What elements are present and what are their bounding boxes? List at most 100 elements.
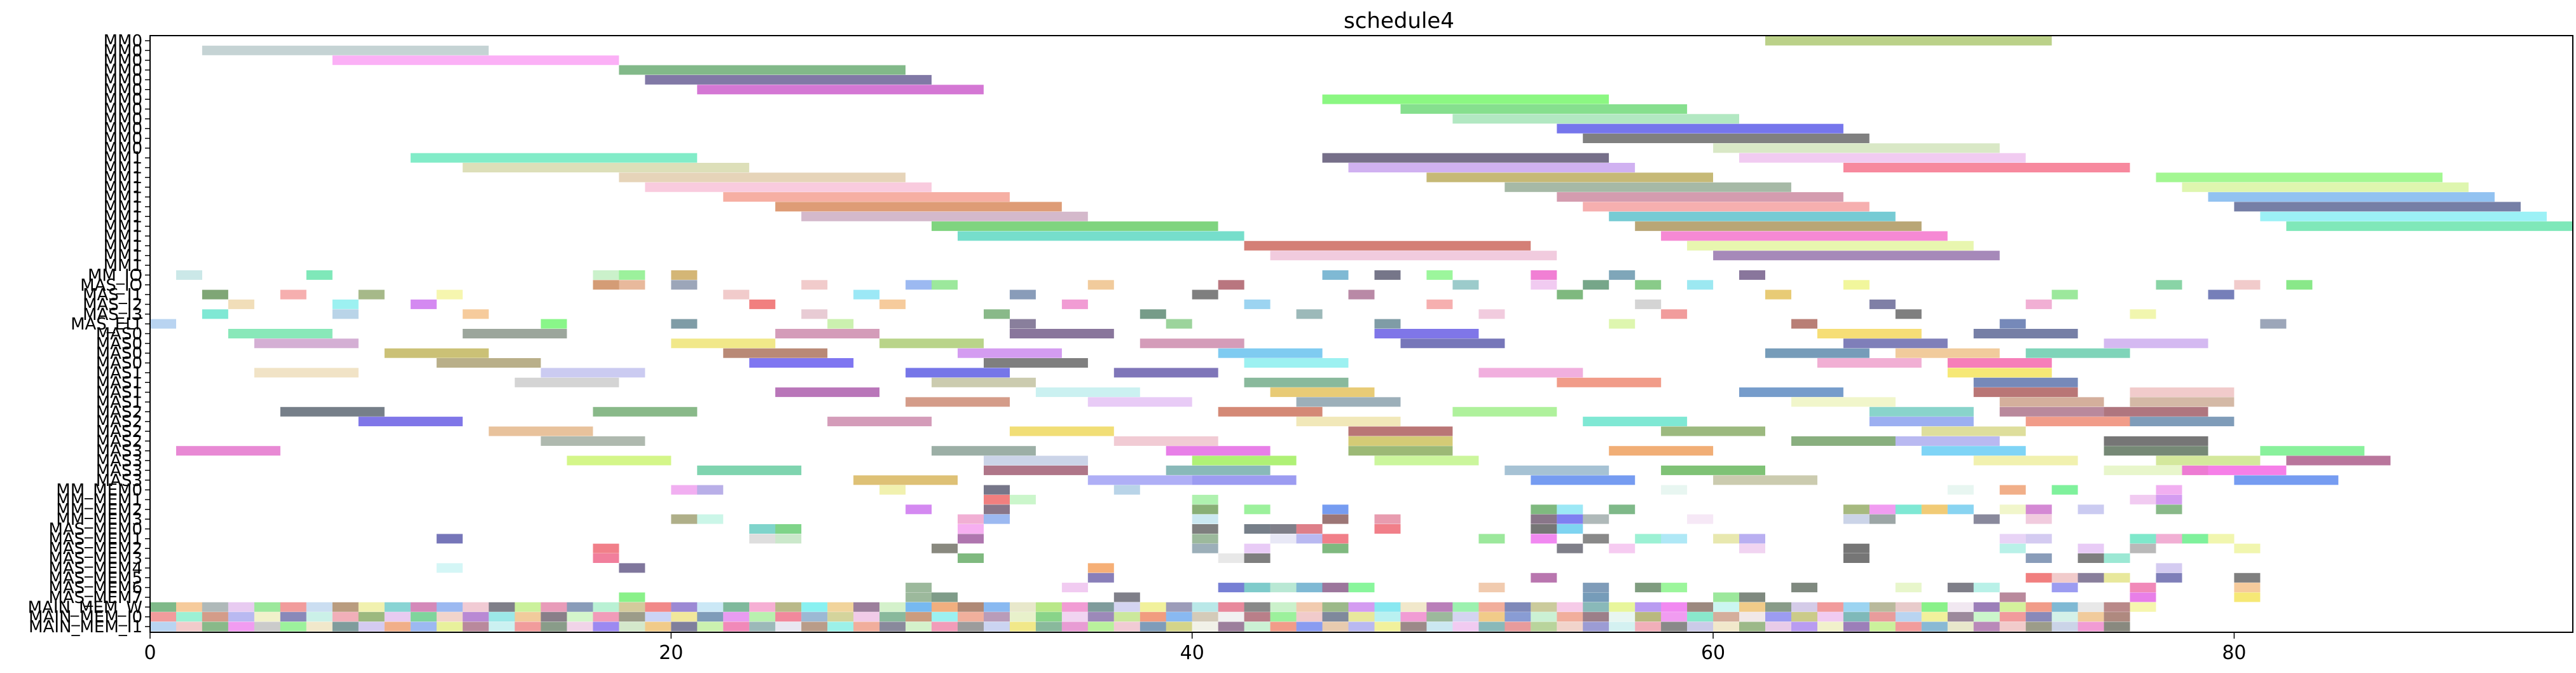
task-bar bbox=[1557, 123, 1843, 134]
task-bar bbox=[2051, 572, 2078, 583]
task-bar bbox=[593, 602, 619, 612]
task-bar bbox=[1661, 465, 1765, 475]
task-bar bbox=[541, 612, 567, 622]
task-bar bbox=[1635, 280, 1662, 290]
task-bar bbox=[1087, 572, 1114, 583]
task-bar bbox=[1661, 534, 1688, 544]
task-bar bbox=[619, 172, 906, 183]
task-bar bbox=[2077, 621, 2104, 632]
task-bar bbox=[1505, 465, 1609, 475]
task-bar bbox=[1035, 602, 1062, 612]
y-tick-label: MM1 bbox=[104, 227, 142, 246]
task-bar bbox=[906, 280, 932, 290]
task-bar bbox=[514, 377, 619, 387]
task-bar bbox=[1061, 583, 1088, 593]
task-bar bbox=[1009, 494, 1036, 504]
task-bar bbox=[671, 602, 698, 612]
task-bar bbox=[958, 534, 984, 544]
task-bar bbox=[2104, 406, 2208, 417]
task-bar bbox=[2025, 602, 2052, 612]
task-bar bbox=[1843, 612, 1870, 622]
task-bar bbox=[1947, 358, 2052, 368]
task-bar bbox=[1244, 621, 1271, 632]
task-bar bbox=[1192, 602, 1218, 612]
task-bar bbox=[1452, 612, 1479, 622]
task-bar bbox=[2130, 397, 2235, 407]
task-bar bbox=[2104, 621, 2130, 632]
task-bar bbox=[1140, 309, 1166, 319]
task-bar bbox=[150, 612, 176, 622]
task-bar bbox=[1400, 104, 1688, 114]
task-bar bbox=[2234, 583, 2261, 593]
task-bar bbox=[254, 368, 359, 378]
task-bar bbox=[1218, 553, 1244, 563]
task-bar bbox=[1218, 348, 1323, 358]
task-bar bbox=[2025, 299, 2052, 309]
y-tick-label: MAS_MEM0 bbox=[48, 520, 142, 539]
task-bar bbox=[1348, 583, 1375, 593]
task-bar bbox=[1374, 319, 1401, 329]
task-bar bbox=[1739, 621, 1765, 632]
task-bar bbox=[2182, 182, 2469, 192]
task-bar bbox=[1244, 602, 1271, 612]
x-tick-label: 20 bbox=[659, 642, 683, 664]
task-bar bbox=[541, 621, 567, 632]
task-bar bbox=[1817, 621, 1843, 632]
task-bar bbox=[2286, 221, 2573, 232]
task-bar bbox=[1661, 231, 1948, 241]
task-bar bbox=[1009, 621, 1036, 632]
task-bar bbox=[1921, 426, 2026, 436]
task-bar bbox=[1947, 621, 1974, 632]
task-bar bbox=[749, 621, 776, 632]
task-bar bbox=[1973, 583, 2000, 593]
task-bar bbox=[1348, 602, 1375, 612]
task-bar bbox=[1713, 592, 1740, 602]
task-bar bbox=[879, 602, 906, 612]
task-bar bbox=[2156, 494, 2182, 504]
task-bar bbox=[1452, 602, 1479, 612]
task-bar bbox=[2156, 504, 2182, 515]
task-bar bbox=[2051, 621, 2078, 632]
task-bar bbox=[2260, 211, 2547, 221]
task-bar bbox=[1113, 485, 1140, 495]
task-bar bbox=[2286, 455, 2391, 466]
task-bar bbox=[2025, 417, 2130, 427]
task-bar bbox=[671, 612, 698, 622]
task-bar bbox=[2051, 289, 2078, 300]
task-bar bbox=[1817, 358, 1922, 368]
y-tick-label: MAIN_MEM_W bbox=[28, 598, 142, 617]
task-bar bbox=[228, 299, 254, 309]
task-bar bbox=[2156, 563, 2182, 573]
task-bar bbox=[280, 612, 307, 622]
task-bar bbox=[254, 612, 280, 622]
y-tick-label: MM_IO bbox=[88, 266, 142, 285]
task-bar bbox=[1035, 621, 1062, 632]
task-bar bbox=[1087, 602, 1114, 612]
task-bar bbox=[2234, 475, 2339, 485]
y-tick-label: MM0 bbox=[104, 90, 142, 109]
task-bar bbox=[358, 602, 385, 612]
task-bar bbox=[645, 621, 672, 632]
task-bar bbox=[2156, 280, 2182, 290]
task-bar bbox=[619, 621, 645, 632]
task-bar bbox=[1296, 602, 1323, 612]
y-tick-label: MM0 bbox=[104, 100, 142, 119]
task-bar bbox=[1635, 621, 1662, 632]
task-bar bbox=[1087, 612, 1114, 622]
task-bar bbox=[1713, 143, 2000, 153]
y-tick-label: MAS0 bbox=[96, 354, 142, 373]
task-bar bbox=[749, 602, 776, 612]
y-tick-label: MM_MEM1 bbox=[56, 490, 142, 510]
task-bar bbox=[332, 299, 359, 309]
task-bar bbox=[332, 602, 359, 612]
task-bar bbox=[1635, 602, 1662, 612]
task-bar bbox=[853, 612, 880, 622]
task-bar bbox=[1661, 602, 1688, 612]
task-bar bbox=[1687, 602, 1714, 612]
task-bar bbox=[723, 192, 1010, 202]
task-bar bbox=[1869, 621, 1896, 632]
task-bar bbox=[1973, 621, 2000, 632]
task-bar bbox=[1999, 621, 2026, 632]
task-bar bbox=[1687, 240, 1974, 251]
